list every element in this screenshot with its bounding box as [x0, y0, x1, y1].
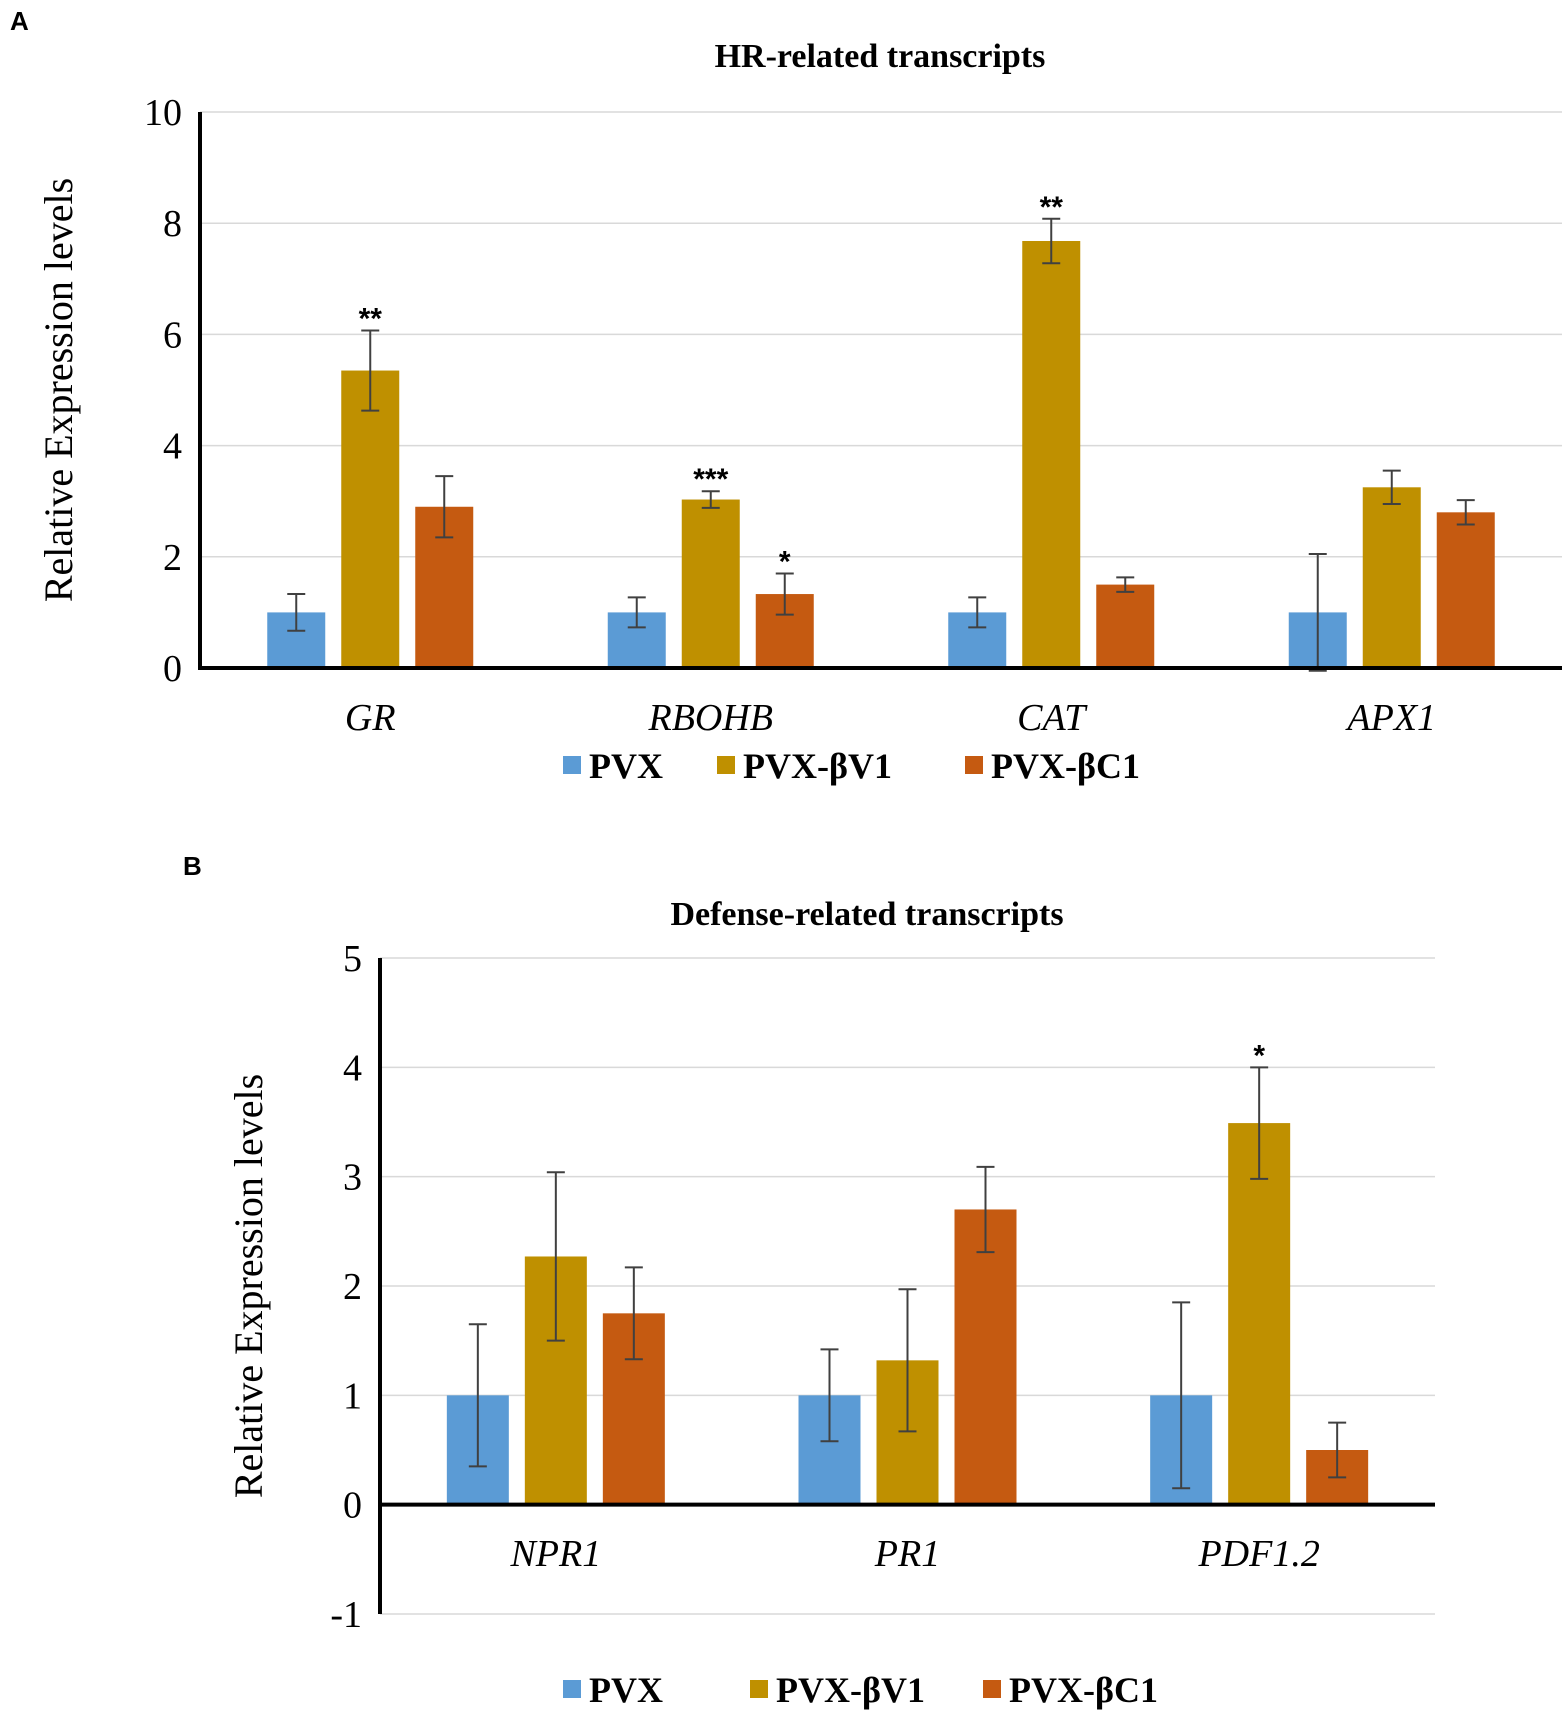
x-category-label: APX1 — [1344, 697, 1436, 739]
significance-label: *** — [693, 463, 728, 496]
y-tick-label: 2 — [343, 1266, 362, 1308]
y-axis-label: Relative Expression levels — [36, 178, 81, 602]
x-category-label: PR1 — [874, 1533, 940, 1575]
bar — [954, 1209, 1017, 1505]
chart-title: Defense-related transcripts — [670, 896, 1063, 933]
bar — [1022, 240, 1081, 668]
y-tick-label: 5 — [343, 938, 362, 980]
x-category-label: CAT — [1017, 697, 1088, 739]
y-tick-label: 2 — [163, 537, 182, 579]
x-category-label: PDF1.2 — [1197, 1533, 1319, 1575]
y-tick-label: 10 — [144, 92, 182, 134]
legend-swatch — [965, 756, 983, 774]
y-tick-label: 6 — [163, 314, 182, 356]
y-tick-label: -1 — [330, 1594, 362, 1636]
legend-label: PVX-βV1 — [743, 746, 892, 786]
y-tick-label: 1 — [343, 1375, 362, 1417]
significance-label: ** — [1040, 191, 1064, 224]
x-category-label: GR — [345, 697, 396, 739]
legend-label: PVX-βC1 — [991, 746, 1140, 786]
bar — [1096, 584, 1155, 668]
y-tick-label: 4 — [343, 1047, 362, 1089]
y-tick-label: 8 — [163, 203, 182, 245]
chart-title: HR-related transcripts — [715, 38, 1046, 75]
y-tick-label: 0 — [343, 1485, 362, 1527]
significance-label: ** — [359, 303, 383, 336]
legend-label: PVX — [589, 746, 663, 786]
x-category-label: RBOHB — [647, 697, 773, 739]
legend-label: PVX — [589, 1670, 663, 1710]
y-tick-label: 0 — [163, 648, 182, 690]
legend-label: PVX-βC1 — [1009, 1670, 1158, 1710]
y-axis-label: Relative Expression levels — [226, 1074, 271, 1498]
y-tick-label: 4 — [163, 426, 182, 468]
legend-swatch — [750, 1680, 768, 1698]
significance-label: * — [779, 545, 791, 578]
legend-swatch — [983, 1680, 1001, 1698]
bar — [1228, 1123, 1291, 1505]
panel-label-b: B — [183, 851, 202, 881]
significance-label: * — [1253, 1039, 1265, 1072]
bar — [681, 499, 740, 668]
x-category-label: NPR1 — [509, 1533, 601, 1575]
bar — [341, 370, 400, 668]
bar — [1362, 487, 1421, 668]
y-tick-label: 3 — [343, 1157, 362, 1199]
chart-hr-related: 0 2 4 6 8 10 HR-related transcripts Relative Ex… — [36, 38, 1562, 786]
panel-label-a: A — [10, 6, 29, 36]
legend-swatch — [563, 756, 581, 774]
bar — [1436, 512, 1495, 668]
legend-swatch — [717, 756, 735, 774]
legend-swatch — [563, 1680, 581, 1698]
chart-defense-related: -1 0 1 2 3 4 5 Defense-related transcripts Relat… — [226, 896, 1435, 1710]
legend-label: PVX-βV1 — [776, 1670, 925, 1710]
